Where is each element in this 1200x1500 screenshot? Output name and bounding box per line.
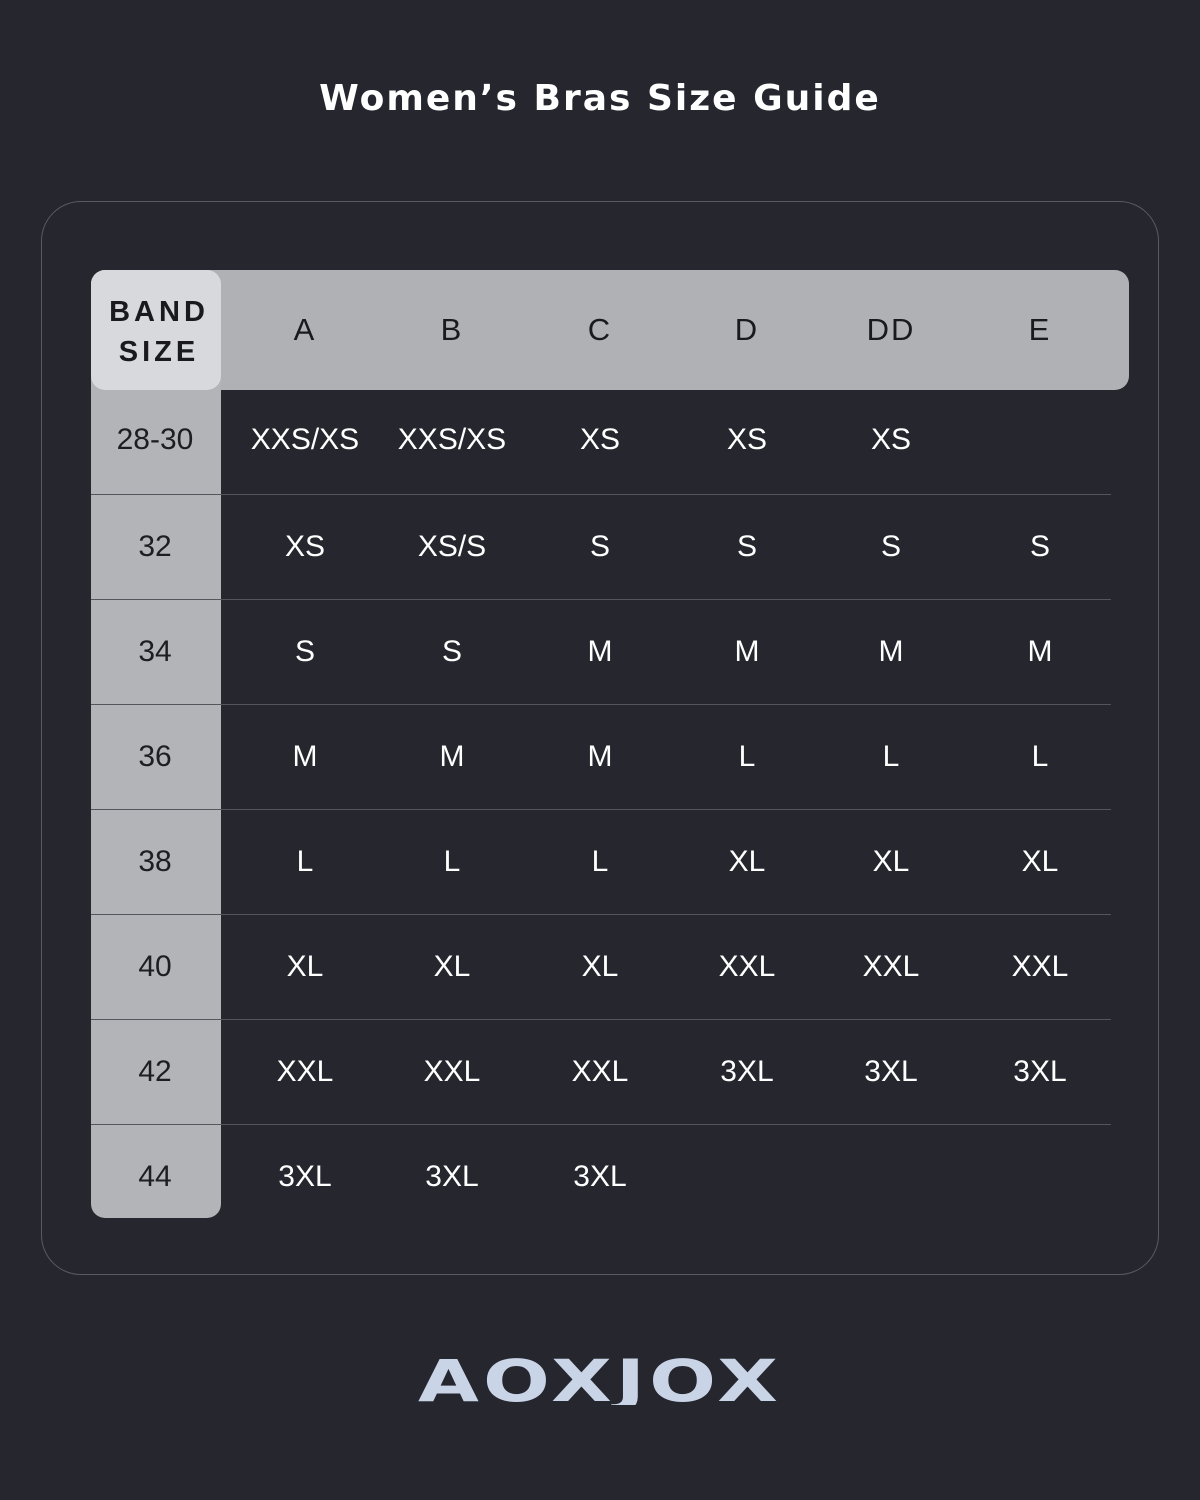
brand-logo: AOXJOX — [0, 1347, 1200, 1415]
band-size-cell: 34 — [138, 635, 172, 668]
size-cell: L — [443, 845, 461, 878]
size-cell: 3XL — [573, 1160, 627, 1193]
size-cell: M — [1027, 635, 1053, 668]
row-divider — [91, 599, 1111, 600]
size-cell: XL — [872, 845, 910, 878]
size-cell: S — [736, 530, 757, 563]
size-cell: M — [734, 635, 760, 668]
size-cell: XXL — [862, 950, 920, 983]
band-size-cell: 40 — [138, 950, 172, 983]
size-cell: M — [439, 740, 465, 773]
row-divider — [91, 1019, 1111, 1020]
size-cell: 3XL — [720, 1055, 774, 1088]
row-divider — [91, 1124, 1111, 1125]
size-cell: XXL — [571, 1055, 629, 1088]
size-cell: 3XL — [278, 1160, 332, 1193]
size-cell: XS — [870, 423, 912, 456]
size-cell: 3XL — [864, 1055, 918, 1088]
row-divider — [91, 809, 1111, 810]
aoxjox-logo-icon: AOXJOX — [418, 1347, 782, 1415]
size-cell: XS — [726, 423, 768, 456]
row-divider — [91, 704, 1111, 705]
cup-header-b: B — [440, 312, 464, 347]
size-cell: L — [296, 845, 314, 878]
cup-header-a: A — [293, 312, 317, 347]
band-size-cell: 38 — [138, 845, 172, 878]
size-cell: S — [589, 530, 610, 563]
band-size-cell: 28-30 — [116, 423, 194, 456]
band-size-column — [91, 270, 221, 1218]
size-cell: XXL — [276, 1055, 334, 1088]
size-cell: XL — [286, 950, 324, 983]
size-cell: S — [294, 635, 315, 668]
size-cell: L — [738, 740, 756, 773]
band-size-header-text: BAND SIZE — [91, 292, 227, 372]
size-chart-card — [41, 201, 1159, 1275]
size-cell: M — [292, 740, 318, 773]
size-cell: M — [878, 635, 904, 668]
size-cell: 3XL — [1013, 1055, 1067, 1088]
size-cell: L — [591, 845, 609, 878]
band-header-line2: SIZE — [118, 336, 200, 368]
size-cell: XL — [433, 950, 471, 983]
size-cell: XS/S — [417, 530, 487, 563]
size-cell: S — [880, 530, 901, 563]
cup-header-c: C — [587, 312, 613, 347]
size-cell: XL — [728, 845, 766, 878]
band-size-cell: 42 — [138, 1055, 172, 1088]
page-title: Women’s Bras Size Guide — [319, 78, 881, 119]
band-size-cell: 44 — [138, 1160, 172, 1193]
size-cell: L — [882, 740, 900, 773]
size-cell: XXS/XS — [250, 423, 360, 456]
row-divider — [91, 494, 1111, 495]
size-cell: S — [1029, 530, 1050, 563]
size-cell: M — [587, 635, 613, 668]
size-cell: XXL — [718, 950, 776, 983]
size-cell: L — [1031, 740, 1049, 773]
size-cell: XXL — [1011, 950, 1069, 983]
band-size-cell: 32 — [138, 530, 172, 563]
size-cell: XL — [1021, 845, 1059, 878]
size-cell: XS — [284, 530, 326, 563]
size-cell: XS — [579, 423, 621, 456]
svg-text:AOXJOX: AOXJOX — [418, 1355, 782, 1405]
size-cell: M — [587, 740, 613, 773]
row-divider — [91, 914, 1111, 915]
size-cell: S — [441, 635, 462, 668]
cup-header-bar — [91, 270, 1129, 390]
size-cell: XXS/XS — [397, 423, 507, 456]
cup-header-dd: DD — [866, 312, 916, 347]
size-cell: XXL — [423, 1055, 481, 1088]
cup-header-e: E — [1028, 312, 1052, 347]
band-header-line1: BAND — [109, 296, 209, 328]
band-size-cell: 36 — [138, 740, 172, 773]
cup-header-d: D — [734, 312, 760, 347]
size-cell: 3XL — [425, 1160, 479, 1193]
size-cell: XL — [581, 950, 619, 983]
band-size-header — [91, 270, 221, 390]
